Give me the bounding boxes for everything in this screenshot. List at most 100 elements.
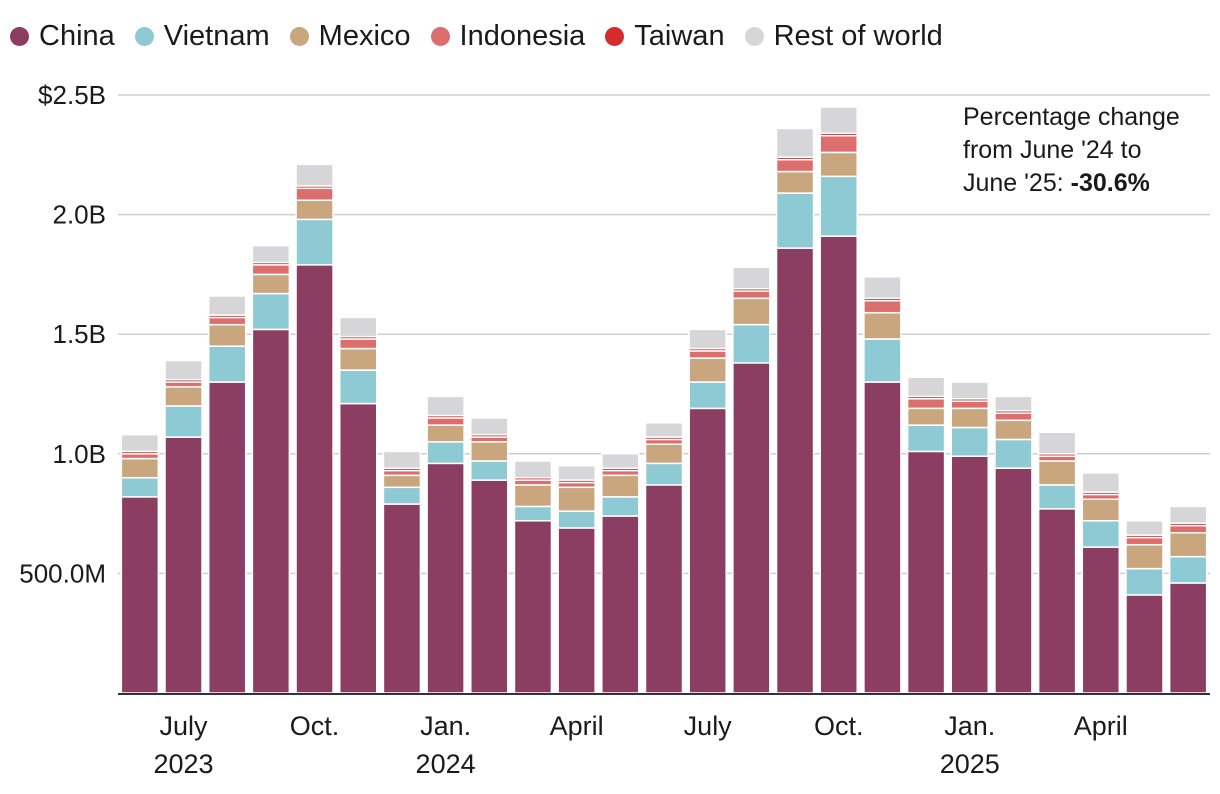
bar-stack-sep-2024 xyxy=(775,127,815,694)
bar-segment-vietnam-jun-2025 xyxy=(1168,555,1208,584)
bar-segment-vietnam-nov-2024 xyxy=(863,338,902,383)
bar-segment-indonesia-oct-2023 xyxy=(295,187,334,201)
bar-segment-china-jul-2024 xyxy=(688,407,727,694)
bar-stack-nov-2023 xyxy=(338,316,378,694)
bars xyxy=(120,106,1208,694)
bar-segment-mexico-jun-2023 xyxy=(120,457,160,479)
bar-segment-vietnam-jun-2023 xyxy=(120,476,160,498)
bar-segment-vietnam-apr-2024 xyxy=(557,510,596,529)
bar-segment-rest-of-world-jun-2025 xyxy=(1168,505,1208,524)
bar-stack-oct-2024 xyxy=(819,106,858,694)
bar-segment-rest-of-world-jul-2023 xyxy=(164,359,203,381)
y-tick-label-2-0b: 2.0B xyxy=(53,200,107,230)
bar-segment-vietnam-mar-2024 xyxy=(513,505,553,522)
bar-segment-mexico-jun-2025 xyxy=(1168,531,1208,558)
bar-segment-indonesia-nov-2023 xyxy=(338,338,378,350)
legend-swatch-taiwan xyxy=(605,26,625,46)
bar-stack-aug-2024 xyxy=(732,266,771,694)
bar-segment-mexico-may-2025 xyxy=(1125,543,1164,570)
legend-swatch-china xyxy=(10,26,29,46)
bar-segment-indonesia-oct-2024 xyxy=(819,134,858,154)
bar-segment-indonesia-dec-2024 xyxy=(906,398,946,410)
bar-segment-indonesia-jun-2025 xyxy=(1168,524,1208,534)
bar-segment-vietnam-oct-2024 xyxy=(819,175,858,237)
bar-stack-jan-2024 xyxy=(426,395,465,694)
bar-segment-vietnam-sep-2023 xyxy=(251,292,291,331)
bar-stack-may-2025 xyxy=(1125,520,1164,694)
bar-segment-rest-of-world-nov-2023 xyxy=(338,316,378,338)
legend-swatch-vietnam xyxy=(134,26,154,46)
bar-stack-dec-2023 xyxy=(382,450,422,694)
bar-segment-rest-of-world-aug-2024 xyxy=(732,266,771,290)
bar-segment-china-apr-2025 xyxy=(1081,546,1121,694)
bar-segment-mexico-aug-2024 xyxy=(732,297,771,326)
bar-segment-mexico-feb-2024 xyxy=(470,441,509,462)
y-tick-label-1-5b: 1.5B xyxy=(53,319,107,349)
bar-segment-china-apr-2024 xyxy=(557,527,596,694)
bar-segment-mexico-apr-2024 xyxy=(557,486,596,512)
legend: China Vietnam Mexico Indonesia Taiwan Rest of… xyxy=(10,16,963,56)
bar-segment-rest-of-world-jun-2023 xyxy=(120,433,160,453)
bar-segment-vietnam-jan-2024 xyxy=(426,441,465,465)
bar-segment-mexico-jan-2025 xyxy=(950,407,990,429)
bar-segment-mexico-aug-2023 xyxy=(207,323,247,347)
x-tick-label-jan-2: Jan. xyxy=(420,711,471,741)
bar-segment-rest-of-world-sep-2023 xyxy=(251,244,291,264)
bar-segment-indonesia-aug-2023 xyxy=(207,316,247,326)
bar-segment-mexico-jun-2024 xyxy=(644,443,684,465)
bar-segment-rest-of-world-jul-2024 xyxy=(688,328,727,350)
bar-stack-feb-2025 xyxy=(994,395,1033,694)
bar-segment-mexico-apr-2025 xyxy=(1081,498,1121,522)
bar-segment-indonesia-jan-2025 xyxy=(950,400,990,410)
bar-segment-indonesia-may-2025 xyxy=(1125,536,1164,546)
bar-segment-vietnam-mar-2025 xyxy=(1037,484,1077,510)
bar-segment-vietnam-sep-2024 xyxy=(775,192,815,249)
bar-segment-china-dec-2024 xyxy=(906,450,946,694)
annotation-line-3-prefix: June '25: xyxy=(963,169,1071,197)
bar-segment-mexico-mar-2025 xyxy=(1037,460,1077,486)
x-tick-label-2025-6: 2025 xyxy=(940,749,1000,779)
bar-segment-rest-of-world-sep-2024 xyxy=(775,127,815,158)
bar-segment-china-jan-2025 xyxy=(950,455,990,694)
bar-segment-china-aug-2024 xyxy=(732,362,771,694)
bar-segment-mexico-may-2024 xyxy=(601,474,640,498)
legend-swatch-indonesia xyxy=(430,26,450,46)
x-tick-label-april-7: April xyxy=(1074,711,1128,741)
bar-segment-vietnam-dec-2024 xyxy=(906,424,946,453)
bar-segment-rest-of-world-apr-2025 xyxy=(1081,472,1121,493)
bar-segment-mexico-feb-2025 xyxy=(994,419,1033,441)
annotation-line-3: June '25: -30.6% xyxy=(963,167,1180,200)
bar-stack-aug-2023 xyxy=(207,295,247,694)
bar-stack-mar-2024 xyxy=(513,460,553,694)
annotation-line-1: Percentage change xyxy=(963,103,1180,131)
bar-stack-jul-2023 xyxy=(164,359,203,694)
bar-segment-rest-of-world-may-2024 xyxy=(601,453,640,469)
bar-segment-rest-of-world-apr-2024 xyxy=(557,465,596,481)
bar-segment-mexico-oct-2024 xyxy=(819,151,858,178)
legend-item-indonesia: Indonesia xyxy=(430,20,585,53)
bar-segment-rest-of-world-dec-2024 xyxy=(906,376,946,398)
bar-segment-vietnam-jul-2024 xyxy=(688,381,727,410)
bar-segment-indonesia-jan-2024 xyxy=(426,417,465,426)
bar-segment-indonesia-sep-2024 xyxy=(775,158,815,173)
bar-segment-vietnam-apr-2025 xyxy=(1081,520,1121,548)
y-tick-label-2-5b: $2.5B xyxy=(38,80,106,110)
legend-label-china: China xyxy=(39,19,115,52)
bar-segment-china-jun-2024 xyxy=(644,484,684,694)
bar-segment-rest-of-world-mar-2025 xyxy=(1037,431,1077,455)
bar-segment-vietnam-may-2024 xyxy=(601,496,640,517)
legend-item-china: China xyxy=(10,20,115,53)
bar-segment-indonesia-jul-2024 xyxy=(688,350,727,359)
bar-segment-mexico-nov-2023 xyxy=(338,347,378,371)
bar-segment-rest-of-world-feb-2025 xyxy=(994,395,1033,412)
bar-stack-nov-2024 xyxy=(863,276,902,694)
annotation: Percentage change from June '24 to June … xyxy=(963,101,1180,200)
x-tick-label-july-4: July xyxy=(684,711,733,741)
bar-segment-vietnam-nov-2023 xyxy=(338,369,378,405)
bar-segment-china-nov-2023 xyxy=(338,402,378,694)
y-tick-label-1-0b: 1.0B xyxy=(53,439,107,469)
bar-segment-china-oct-2024 xyxy=(819,235,858,694)
y-tick-label-500-0m: 500.0M xyxy=(19,558,106,588)
bar-segment-vietnam-feb-2024 xyxy=(470,460,509,481)
